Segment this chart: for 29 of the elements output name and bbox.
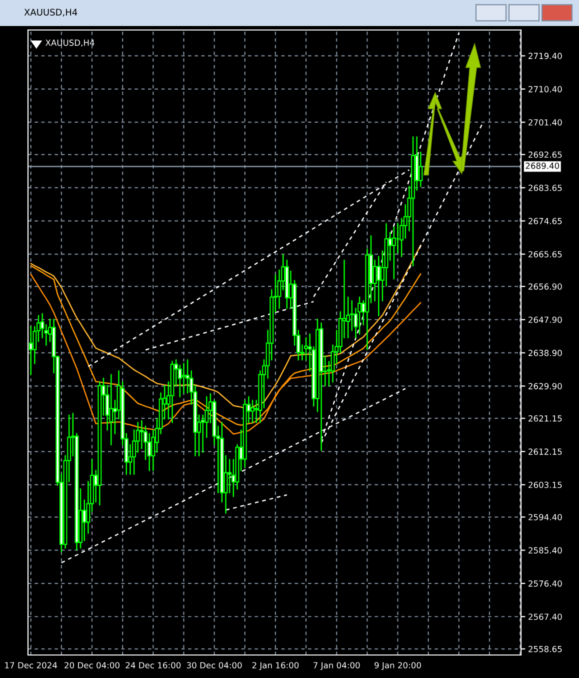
x-tick-label: 9 Jan 20:00	[374, 662, 421, 670]
y-tick-label: 2683.65	[528, 184, 562, 192]
y-tick-label: 2621.15	[528, 415, 562, 422]
x-tick-label: 30 Dec 04:00	[186, 662, 242, 668]
y-tick-label: 2701.40	[528, 119, 562, 126]
x-tick-label: 7 Jan 04:00	[314, 662, 360, 670]
y-tick-label: 2603.15	[528, 482, 562, 488]
y-tick-label: 2629.90	[528, 383, 562, 390]
ref-line-label: 2689.40	[526, 162, 560, 169]
y-tick-label: 2567.40	[528, 614, 562, 620]
x-tick-label: 2 Jan 16:00	[252, 662, 299, 670]
x-tick-label: 17 Dec 2024	[5, 662, 58, 668]
y-tick-label: 2656.90	[528, 283, 562, 290]
y-tick-label: 2558.65	[528, 646, 562, 652]
y-tick-label: 2710.40	[528, 86, 562, 92]
y-tick-label: 2719.40	[528, 52, 562, 60]
y-tick-label: 2665.65	[528, 251, 562, 258]
y-tick-label: 2576.40	[528, 580, 562, 587]
y-tick-label: 2647.90	[528, 316, 562, 323]
text: XAUUSD,H4	[46, 40, 94, 47]
y-tick-label: 2638.90	[528, 350, 562, 356]
chart-title: XAUUSD,H4	[24, 8, 78, 17]
x-tick-label: 20 Dec 04:00	[64, 662, 120, 668]
x-tick-label: 24 Dec 16:00	[126, 662, 181, 668]
y-tick-label: 2674.65	[528, 218, 562, 224]
y-tick-label: 2612.15	[528, 448, 562, 455]
y-tick-label: 2692.65	[528, 152, 562, 158]
y-tick-label: 2585.40	[528, 547, 562, 554]
y-tick-label: 2594.40	[528, 514, 562, 520]
